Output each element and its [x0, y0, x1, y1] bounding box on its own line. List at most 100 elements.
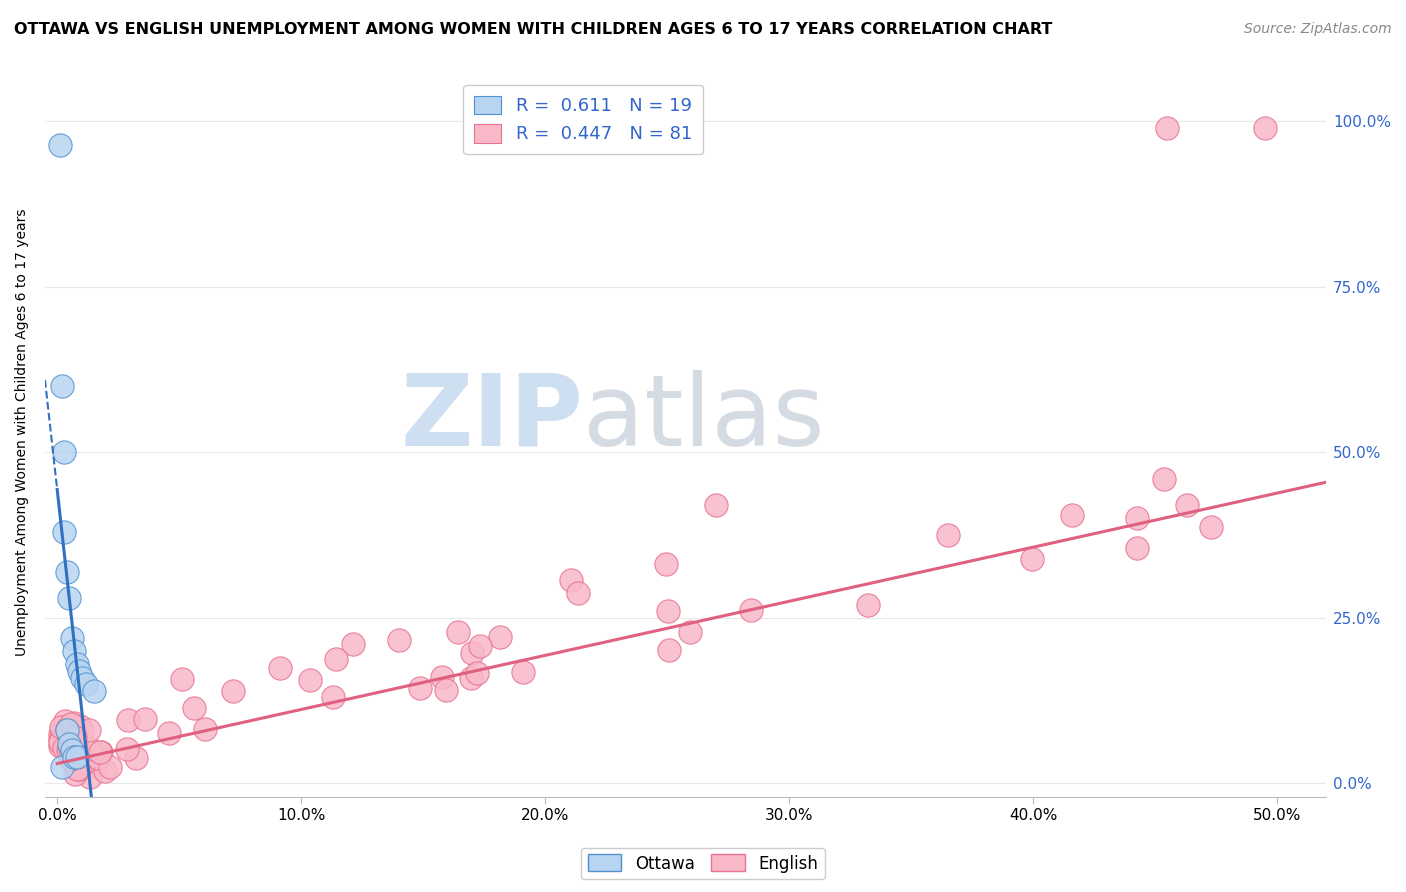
Point — [1156, 121, 1178, 136]
Point — [157, 725, 180, 739]
Point — [66, 762, 89, 776]
Point — [655, 557, 678, 571]
Point — [1060, 508, 1083, 522]
Point — [388, 633, 411, 648]
Legend: R =  0.611   N = 19, R =  0.447   N = 81: R = 0.611 N = 19, R = 0.447 N = 81 — [464, 85, 703, 154]
Y-axis label: Unemployment Among Women with Children Ages 6 to 17 years: Unemployment Among Women with Children A… — [15, 209, 30, 657]
Point — [87, 751, 110, 765]
Point — [322, 690, 344, 704]
Point — [66, 657, 89, 672]
Point — [83, 683, 105, 698]
Point — [53, 524, 76, 539]
Point — [100, 760, 122, 774]
Point — [488, 630, 510, 644]
Point — [65, 725, 87, 739]
Point — [342, 637, 364, 651]
Point — [79, 770, 101, 784]
Point — [51, 720, 73, 734]
Point — [560, 573, 582, 587]
Point — [75, 677, 97, 691]
Point — [460, 671, 482, 685]
Point — [56, 728, 79, 742]
Point — [1254, 121, 1277, 136]
Point — [94, 764, 117, 779]
Text: Source: ZipAtlas.com: Source: ZipAtlas.com — [1244, 22, 1392, 37]
Point — [70, 671, 93, 685]
Point — [79, 742, 101, 756]
Point — [60, 727, 83, 741]
Point — [63, 715, 86, 730]
Point — [657, 604, 679, 618]
Point — [63, 750, 86, 764]
Point — [430, 670, 453, 684]
Point — [66, 745, 89, 759]
Point — [67, 664, 90, 678]
Point — [269, 661, 291, 675]
Point — [134, 712, 156, 726]
Point — [48, 731, 70, 746]
Point — [48, 137, 70, 152]
Point — [66, 744, 89, 758]
Point — [298, 673, 321, 687]
Point — [446, 624, 468, 639]
Text: ZIP: ZIP — [401, 369, 583, 467]
Point — [67, 762, 90, 776]
Point — [59, 742, 82, 756]
Point — [222, 683, 245, 698]
Point — [73, 756, 96, 770]
Point — [56, 723, 79, 738]
Point — [170, 672, 193, 686]
Point — [679, 625, 702, 640]
Point — [512, 665, 534, 679]
Point — [53, 729, 76, 743]
Point — [658, 643, 681, 657]
Point — [1351, 121, 1374, 136]
Point — [461, 646, 484, 660]
Legend: Ottawa, English: Ottawa, English — [582, 847, 824, 880]
Text: atlas: atlas — [583, 369, 825, 467]
Point — [1125, 511, 1147, 525]
Point — [936, 528, 959, 542]
Point — [434, 683, 457, 698]
Point — [63, 644, 86, 658]
Point — [90, 745, 112, 759]
Point — [59, 717, 82, 731]
Point — [409, 681, 432, 696]
Point — [193, 722, 215, 736]
Point — [48, 739, 70, 753]
Point — [53, 714, 76, 728]
Point — [60, 631, 83, 645]
Point — [69, 719, 91, 733]
Point — [60, 743, 83, 757]
Point — [1175, 498, 1198, 512]
Point — [63, 766, 86, 780]
Point — [51, 760, 73, 774]
Point — [117, 713, 139, 727]
Point — [59, 752, 82, 766]
Point — [69, 745, 91, 759]
Point — [740, 603, 762, 617]
Point — [56, 565, 79, 579]
Point — [1153, 472, 1175, 486]
Point — [124, 751, 146, 765]
Point — [567, 586, 589, 600]
Text: OTTAWA VS ENGLISH UNEMPLOYMENT AMONG WOMEN WITH CHILDREN AGES 6 TO 17 YEARS CORR: OTTAWA VS ENGLISH UNEMPLOYMENT AMONG WOM… — [14, 22, 1053, 37]
Point — [52, 740, 75, 755]
Point — [66, 750, 89, 764]
Point — [704, 499, 727, 513]
Point — [58, 743, 80, 757]
Point — [83, 759, 105, 773]
Point — [858, 599, 880, 613]
Point — [1199, 520, 1222, 534]
Point — [63, 730, 86, 744]
Point — [89, 745, 111, 759]
Point — [1021, 552, 1043, 566]
Point — [58, 737, 80, 751]
Point — [55, 739, 77, 753]
Point — [70, 723, 93, 738]
Point — [468, 640, 491, 654]
Point — [325, 652, 347, 666]
Point — [55, 723, 77, 737]
Point — [465, 666, 488, 681]
Point — [53, 445, 76, 459]
